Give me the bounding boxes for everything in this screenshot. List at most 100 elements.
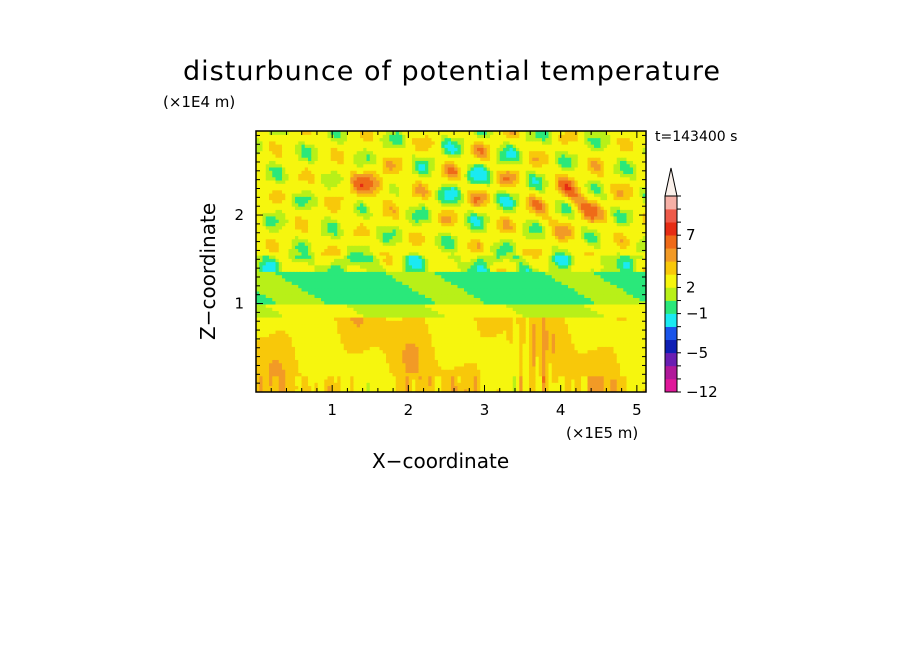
heatmap-cell bbox=[369, 281, 374, 285]
heatmap-cell bbox=[275, 382, 280, 387]
heatmap-cell bbox=[493, 323, 498, 328]
heatmap-cell bbox=[321, 356, 325, 360]
heatmap-cell bbox=[542, 271, 546, 276]
heatmap-cell bbox=[295, 362, 299, 367]
heatmap-cell bbox=[402, 326, 407, 331]
heatmap-cell bbox=[347, 284, 351, 289]
heatmap-cell bbox=[418, 303, 423, 308]
heatmap-cell bbox=[581, 330, 585, 334]
heatmap-cell bbox=[441, 352, 446, 357]
heatmap-cell bbox=[447, 303, 452, 308]
heatmap-cell bbox=[395, 356, 400, 360]
heatmap-cell bbox=[551, 388, 556, 392]
heatmap-cell bbox=[314, 261, 319, 266]
heatmap-cell bbox=[415, 268, 420, 272]
heatmap-cell bbox=[538, 281, 543, 285]
heatmap-cell bbox=[561, 375, 566, 380]
heatmap-cell bbox=[568, 313, 572, 318]
heatmap-cell bbox=[330, 300, 335, 305]
heatmap-cell bbox=[334, 352, 338, 357]
heatmap-cell bbox=[512, 356, 517, 360]
heatmap-cell bbox=[522, 294, 527, 298]
heatmap-cell bbox=[503, 261, 507, 266]
heatmap-cell bbox=[340, 375, 345, 380]
heatmap-cell bbox=[418, 290, 423, 295]
heatmap-cell bbox=[564, 330, 569, 334]
heatmap-cell bbox=[311, 343, 316, 347]
heatmap-cell bbox=[373, 333, 377, 338]
heatmap-cell bbox=[480, 303, 485, 308]
heatmap-cell bbox=[275, 346, 280, 351]
heatmap-cell bbox=[603, 365, 608, 370]
heatmap-cell bbox=[607, 323, 611, 328]
heatmap-cell bbox=[571, 316, 576, 321]
heatmap-cell bbox=[538, 336, 543, 341]
heatmap-cell bbox=[321, 333, 325, 338]
heatmap-cell bbox=[545, 323, 550, 328]
heatmap-cell bbox=[347, 261, 351, 266]
heatmap-cell bbox=[285, 281, 290, 285]
heatmap-cell bbox=[282, 326, 286, 331]
heatmap-cell bbox=[308, 307, 312, 312]
heatmap-cell bbox=[587, 375, 592, 380]
heatmap-cell bbox=[561, 281, 566, 285]
heatmap-cell bbox=[405, 333, 410, 338]
heatmap-cell bbox=[473, 385, 478, 390]
heatmap-cell bbox=[285, 264, 290, 269]
heatmap-cell bbox=[343, 287, 348, 292]
heatmap-cell bbox=[493, 261, 498, 266]
heatmap-cell bbox=[522, 326, 527, 331]
heatmap-cell bbox=[519, 287, 524, 292]
heatmap-cell bbox=[327, 297, 332, 302]
heatmap-cell bbox=[376, 336, 381, 341]
heatmap-cell bbox=[633, 330, 637, 334]
heatmap-cell bbox=[334, 294, 338, 298]
heatmap-cell bbox=[600, 333, 605, 338]
heatmap-cell bbox=[444, 330, 449, 334]
heatmap-cell bbox=[490, 313, 494, 318]
heatmap-cell bbox=[613, 316, 618, 321]
heatmap-cell bbox=[382, 343, 387, 347]
heatmap-cell bbox=[506, 320, 511, 325]
heatmap-cell bbox=[509, 284, 514, 289]
heatmap-cell bbox=[464, 359, 468, 364]
heatmap-cell bbox=[402, 277, 407, 282]
heatmap-cell bbox=[639, 372, 644, 377]
heatmap-cell bbox=[340, 336, 345, 341]
heatmap-cell bbox=[425, 382, 429, 387]
heatmap-cell bbox=[262, 277, 267, 282]
heatmap-cell bbox=[334, 254, 338, 259]
heatmap-cell bbox=[535, 320, 540, 325]
heatmap-cell bbox=[256, 378, 260, 383]
heatmap-cell bbox=[522, 343, 527, 347]
heatmap-cell bbox=[568, 336, 572, 341]
heatmap-cell bbox=[629, 330, 634, 334]
heatmap-cell bbox=[366, 326, 371, 331]
heatmap-cell bbox=[574, 284, 579, 289]
heatmap-cell bbox=[265, 310, 270, 315]
heatmap-cell bbox=[382, 277, 387, 282]
heatmap-cell bbox=[405, 254, 410, 259]
heatmap-cell bbox=[314, 297, 319, 302]
heatmap-cell bbox=[291, 297, 296, 302]
heatmap-cell bbox=[626, 385, 631, 390]
heatmap-cell bbox=[363, 258, 368, 263]
heatmap-cell bbox=[603, 303, 608, 308]
heatmap-cell bbox=[408, 261, 413, 266]
heatmap-cell bbox=[298, 303, 303, 308]
heatmap-cell bbox=[343, 375, 348, 380]
heatmap-cell bbox=[324, 313, 329, 318]
heatmap-cell bbox=[418, 365, 423, 370]
heatmap-cell bbox=[548, 281, 553, 285]
heatmap-cell bbox=[603, 313, 608, 318]
heatmap-cell bbox=[360, 323, 364, 328]
heatmap-cell bbox=[317, 268, 322, 272]
heatmap-cell bbox=[642, 362, 646, 367]
heatmap-cell bbox=[454, 274, 459, 279]
heatmap-cell bbox=[548, 343, 553, 347]
heatmap-cell bbox=[603, 268, 608, 272]
heatmap-cell bbox=[486, 290, 491, 295]
heatmap-cell bbox=[629, 346, 634, 351]
heatmap-cell bbox=[535, 297, 540, 302]
heatmap-cell bbox=[594, 346, 598, 351]
